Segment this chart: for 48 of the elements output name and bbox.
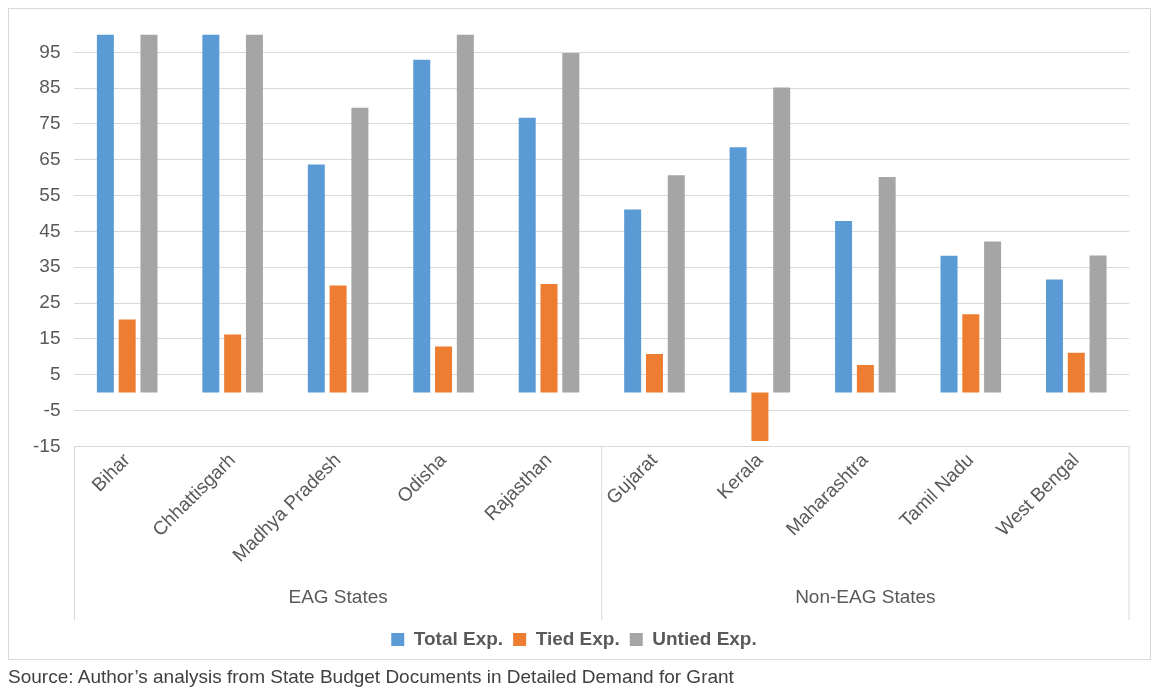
y-tick-label: 15: [39, 327, 61, 349]
bar: [1089, 255, 1107, 393]
y-tick-label: 5: [49, 362, 61, 384]
bar: [413, 59, 431, 393]
bar: [773, 87, 791, 393]
y-tick-label: 65: [39, 148, 61, 169]
legend-label: Tied Exp.: [535, 627, 620, 649]
bar: [667, 175, 685, 393]
y-tick-label: 85: [39, 76, 61, 98]
bar: [962, 314, 980, 393]
bar: [456, 34, 474, 393]
bar: [140, 34, 158, 393]
bar: [878, 176, 896, 393]
bar: [118, 319, 136, 393]
bar: [518, 117, 536, 393]
bar: [96, 34, 114, 393]
y-tick-label: 95: [39, 40, 61, 62]
bar: [729, 147, 747, 393]
bar: [645, 353, 663, 393]
bar: [245, 34, 263, 393]
bar: [624, 209, 642, 393]
bar: [984, 241, 1002, 393]
y-tick-label: 75: [39, 112, 61, 134]
bar: [202, 34, 220, 393]
y-tick-label: 55: [39, 183, 61, 205]
bar: [751, 392, 769, 441]
source-note: Source: Author’s analysis from State Budget Documents in Detailed Demand for Grant: [8, 666, 735, 688]
bar: [351, 107, 369, 393]
bar: [307, 164, 325, 393]
bar: [1067, 352, 1085, 393]
bar: [224, 334, 242, 393]
bar: [835, 221, 853, 393]
legend-label: Total Exp.: [413, 627, 504, 649]
bar: [329, 285, 347, 393]
bar: [435, 346, 453, 393]
bar: [940, 255, 958, 393]
bar: [856, 365, 874, 393]
y-tick-label: 45: [39, 219, 61, 241]
y-tick-label: -5: [43, 398, 61, 420]
text: EAG States: [288, 586, 388, 608]
y-tick-label: 25: [39, 291, 61, 313]
bar: [562, 53, 580, 393]
text: Non-EAG States: [795, 586, 936, 608]
bar: [540, 284, 558, 393]
bar: [1045, 279, 1063, 393]
y-tick-label: 35: [39, 255, 61, 277]
legend-label: Untied Exp.: [652, 627, 757, 649]
y-tick-label: -15: [32, 434, 61, 456]
